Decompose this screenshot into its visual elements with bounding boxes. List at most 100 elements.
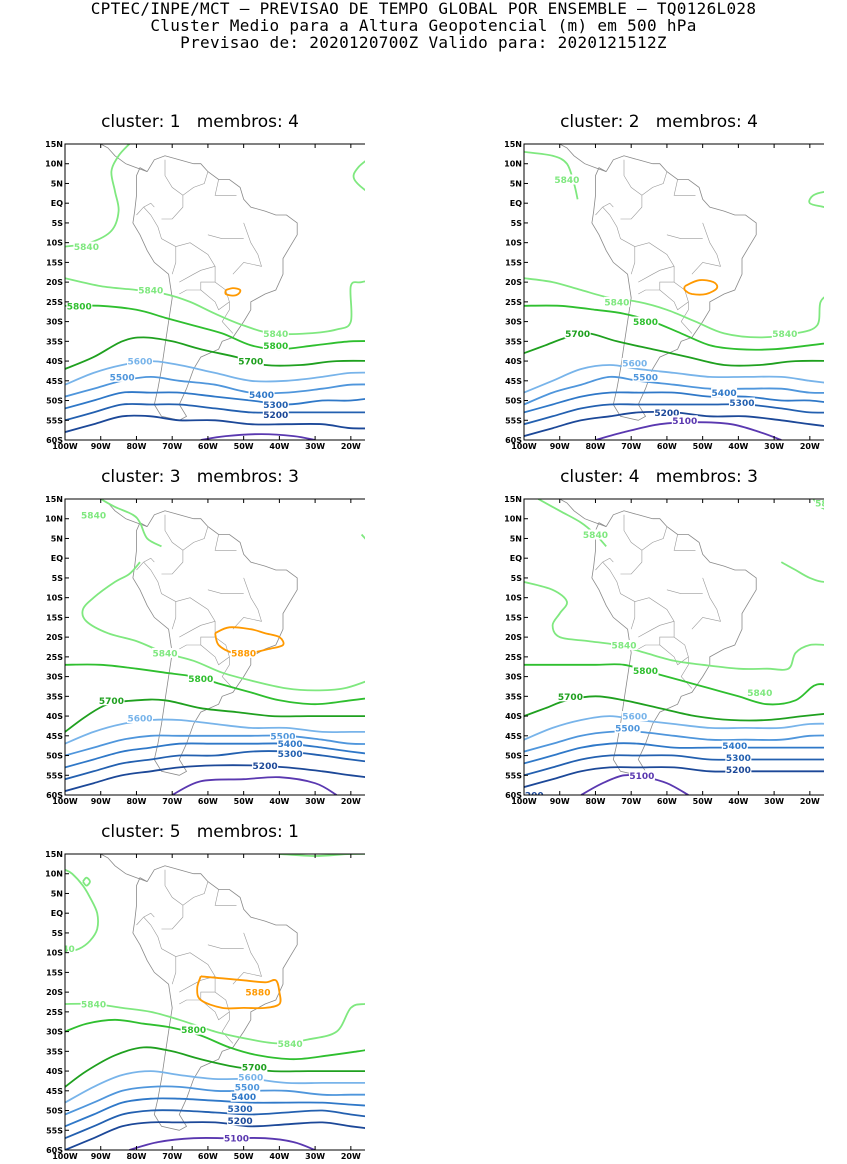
lon-tick-label: 50W [693, 797, 713, 806]
contour-5700 [524, 332, 824, 367]
contour-label: 5700 [565, 330, 590, 340]
lat-tick-label: 45S [46, 1087, 63, 1096]
country-border [164, 159, 184, 196]
contour-label: 5700 [99, 697, 124, 707]
coastline [93, 144, 148, 172]
contour-label-bg [262, 328, 289, 339]
header-line-2: Cluster Medio para a Altura Geopotencial… [150, 16, 697, 35]
contour-5800 [524, 663, 824, 706]
country-border [207, 944, 244, 949]
contour-label: 5600 [622, 360, 647, 370]
contour-5600 [65, 360, 365, 386]
contour-5840 [780, 561, 824, 583]
contour-label-bg [180, 1024, 207, 1035]
contour-label: 5840 [81, 511, 106, 521]
country-border [200, 636, 230, 666]
header-line-3: Previsao de: 2020120700Z Valido para: 20… [180, 33, 667, 52]
lon-tick-label: 20W [800, 442, 820, 451]
contour-5840 [524, 581, 824, 671]
lat-tick-label: 45S [46, 732, 63, 741]
lat-tick-label: 15N [45, 140, 63, 149]
contour-label: 5300 [726, 754, 751, 764]
contour-label: 5200 [726, 766, 751, 776]
lat-tick-label: 10S [46, 594, 63, 603]
coastline [591, 510, 757, 776]
lon-tick-label: 40W [269, 442, 289, 451]
lat-tick-label: 5S [52, 929, 64, 938]
map-cluster-1: 5840584058405800580057005600550054005300… [45, 140, 365, 451]
lat-tick-label: 50S [505, 752, 522, 761]
contour-label-bg [127, 356, 154, 367]
lat-tick-label: 10N [45, 160, 63, 169]
contour-5700 [524, 695, 824, 722]
contour-label: 5840 [153, 649, 178, 659]
lat-tick-label: 35S [505, 337, 522, 346]
contour-label-bg [277, 738, 304, 749]
lat-tick-label: EQ [51, 909, 63, 918]
country-border [634, 242, 675, 295]
contour-label-bg [746, 687, 773, 698]
contour-label-bg [603, 296, 630, 307]
lat-tick-label: 25S [46, 1008, 63, 1017]
contour-label-bg [80, 509, 107, 520]
map-frame [523, 498, 824, 796]
contour-label: 5840 [278, 1040, 303, 1050]
contour-5500 [65, 375, 365, 398]
country-border [620, 526, 668, 575]
country-border [623, 159, 643, 196]
contour-label-bg [728, 397, 755, 408]
lat-tick-label: 45S [505, 377, 522, 386]
lat-tick-label: 45S [46, 377, 63, 386]
country-border [638, 621, 675, 638]
panel-cluster-2: cluster: 2 membros: 4 5840 5840 5840 5800 57… [494, 112, 824, 452]
coastline [132, 865, 298, 1131]
contour-5200 [65, 1121, 365, 1150]
lat-tick-label: 40S [505, 357, 522, 366]
contour-5200 [65, 764, 365, 792]
country-border [623, 514, 643, 551]
contour-label: 5840 [747, 689, 772, 699]
contour-label-bg [65, 943, 76, 954]
country-border [666, 589, 703, 594]
lat-tick-label: 50S [46, 397, 63, 406]
lat-tick-label: 10N [504, 160, 522, 169]
contour-5840 [279, 854, 365, 857]
country-border [214, 889, 237, 906]
contour-5840 [524, 277, 824, 339]
lat-tick-label: 10S [505, 594, 522, 603]
lat-tick-label: 10S [46, 949, 63, 958]
contour-label: 5200 [253, 762, 278, 772]
contour-5200 [524, 766, 824, 788]
lon-tick-label: 100W [511, 442, 537, 451]
lat-tick-label: 20S [46, 988, 63, 997]
contour-label: 5600 [238, 1073, 263, 1083]
lat-tick-label: EQ [510, 554, 522, 563]
contour-5200 [65, 414, 365, 433]
contour-label: 5840 [815, 499, 824, 509]
lon-tick-label: 100W [52, 442, 78, 451]
lon-tick-label: 20W [800, 797, 820, 806]
lat-tick-label: 5N [51, 179, 63, 188]
lon-tick-label: 20W [341, 442, 361, 451]
contour-label: 5840 [263, 330, 288, 340]
contour-label: 5500 [615, 724, 640, 734]
lat-tick-label: 5S [52, 574, 64, 583]
lat-tick-label: 15S [46, 968, 63, 977]
contour-label-bg [524, 790, 545, 795]
contour-label: 5500 [235, 1083, 260, 1093]
contour-5840 [524, 151, 579, 200]
lat-tick-label: 60S [505, 791, 522, 800]
lat-tick-label: 25S [46, 298, 63, 307]
contour-label-bg [223, 1133, 250, 1144]
lon-tick-label: 50W [234, 797, 254, 806]
contour-5840 [808, 191, 824, 209]
lon-tick-label: 80W [585, 442, 605, 451]
contour-label: 5500 [633, 373, 658, 383]
lat-tick-label: 15S [505, 613, 522, 622]
lat-tick-label: 60S [46, 791, 63, 800]
contour-label: 5840 [772, 330, 797, 340]
lat-tick-label: 50S [46, 752, 63, 761]
lat-tick-label: 30S [46, 1028, 63, 1037]
